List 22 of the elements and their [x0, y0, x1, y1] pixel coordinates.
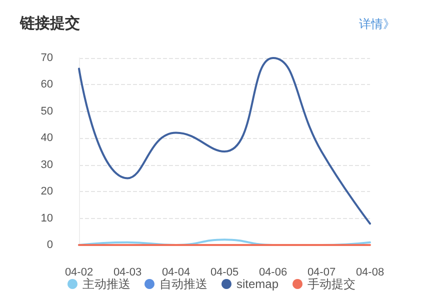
x-tick-label: 04-05	[210, 266, 239, 278]
y-tick-label: 70	[40, 52, 53, 64]
y-tick-label: 20	[40, 186, 53, 198]
line-series	[78, 57, 371, 225]
y-tick-label: 10	[40, 212, 53, 224]
legend-label: 主动推送	[82, 277, 130, 291]
legend-label: 自动推送	[159, 277, 208, 291]
text: 详情》	[359, 16, 395, 33]
y-tick-label: 50	[40, 105, 53, 118]
x-tick-label: 04-06	[258, 266, 288, 278]
x-tick-label: 04-08	[356, 266, 384, 278]
y-tick-label: 60	[40, 78, 53, 91]
x-tick-label: 04-07	[307, 266, 336, 278]
legend-label: sitemap	[236, 277, 279, 291]
x-tick-label: 04-03	[113, 266, 142, 278]
x-tick-label: 04-02	[64, 266, 94, 278]
y-tick-label: 0	[46, 239, 53, 251]
y-tick-label: 40	[40, 132, 53, 144]
chart-title: 链接提交	[20, 14, 80, 33]
legend-label: 手动提交	[308, 277, 356, 291]
y-tick-label: 30	[40, 158, 53, 171]
x-tick-label: 04-04	[162, 266, 190, 278]
